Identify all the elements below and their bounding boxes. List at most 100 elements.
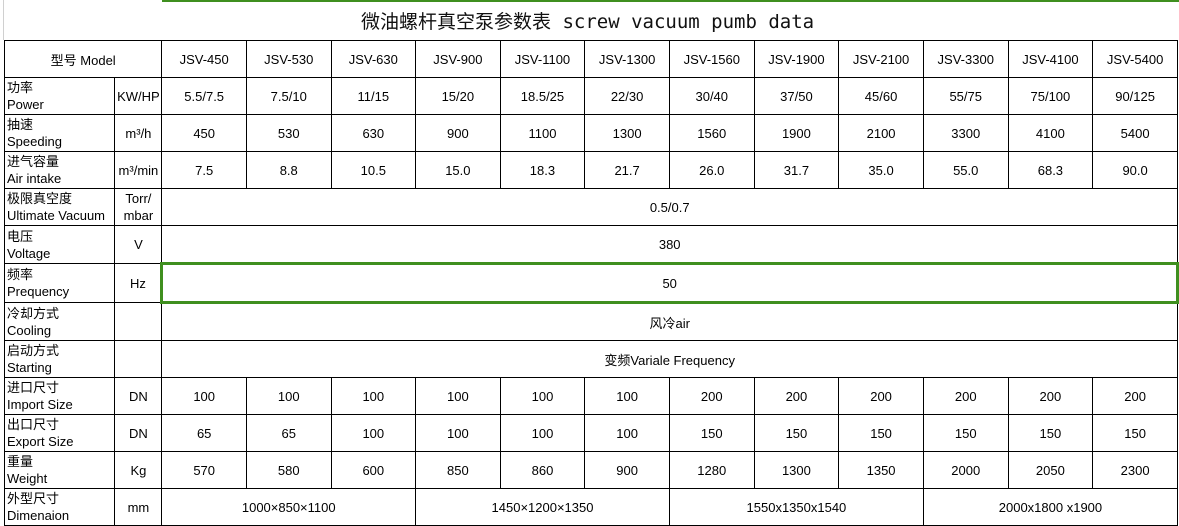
value-cell[interactable]: 2100	[838, 114, 924, 152]
value-cell[interactable]: 15.0	[415, 151, 501, 189]
value-cell[interactable]: 860	[499, 451, 586, 489]
value-cell[interactable]: 75/100	[1007, 77, 1094, 115]
value-cell[interactable]: 530	[245, 114, 332, 152]
dimension-cell[interactable]: 1550x1350x1540	[668, 488, 924, 526]
unit-cell[interactable]: mm	[114, 488, 163, 526]
value-cell[interactable]: 200	[922, 377, 1009, 415]
value-cell[interactable]: 580	[245, 451, 332, 489]
value-cell[interactable]: 900	[584, 451, 670, 489]
value-cell[interactable]: 8.8	[245, 151, 332, 189]
value-cell[interactable]: 200	[1007, 377, 1094, 415]
value-cell[interactable]: 100	[499, 377, 586, 415]
merged-value-cell[interactable]: 变频Variale Frequency	[161, 340, 1178, 378]
value-cell[interactable]: 68.3	[1007, 151, 1094, 189]
value-cell[interactable]: 450	[161, 114, 247, 152]
value-cell[interactable]: 150	[838, 414, 924, 452]
model-name-cell[interactable]: JSV-530	[245, 40, 332, 78]
value-cell[interactable]: 1900	[753, 114, 840, 152]
value-cell[interactable]: 26.0	[668, 151, 755, 189]
value-cell[interactable]: 150	[922, 414, 1009, 452]
model-header-cell[interactable]: 型号 Model	[3, 40, 163, 78]
unit-cell[interactable]: V	[114, 225, 163, 264]
unit-cell[interactable]: DN	[114, 377, 163, 415]
model-name-cell[interactable]: JSV-4100	[1007, 40, 1094, 78]
model-name-cell[interactable]: JSV-5400	[1092, 40, 1178, 78]
value-cell[interactable]: 31.7	[753, 151, 840, 189]
dimension-cell[interactable]: 2000x1800 x1900	[922, 488, 1179, 526]
value-cell[interactable]: 55.0	[922, 151, 1009, 189]
value-cell[interactable]: 150	[1007, 414, 1094, 452]
value-cell[interactable]: 7.5/10	[245, 77, 332, 115]
value-cell[interactable]: 100	[415, 414, 501, 452]
value-cell[interactable]: 2300	[1092, 451, 1178, 489]
value-cell[interactable]: 1300	[584, 114, 670, 152]
row-label-cell[interactable]: 抽速 Speeding	[3, 114, 116, 152]
value-cell[interactable]: 200	[1092, 377, 1178, 415]
value-cell[interactable]: 1280	[668, 451, 755, 489]
value-cell[interactable]: 55/75	[922, 77, 1009, 115]
value-cell[interactable]: 11/15	[330, 77, 417, 115]
merged-value-cell[interactable]: 0.5/0.7	[161, 188, 1178, 226]
row-label-cell[interactable]: 重量 Weight	[3, 451, 116, 489]
merged-value-cell[interactable]: 50	[160, 262, 1179, 304]
row-label-cell[interactable]: 冷却方式 Cooling	[3, 302, 116, 341]
value-cell[interactable]: 5400	[1092, 114, 1178, 152]
value-cell[interactable]: 1560	[668, 114, 755, 152]
value-cell[interactable]: 21.7	[584, 151, 670, 189]
model-name-cell[interactable]: JSV-1560	[668, 40, 755, 78]
model-name-cell[interactable]: JSV-450	[161, 40, 247, 78]
value-cell[interactable]: 900	[415, 114, 501, 152]
value-cell[interactable]: 1350	[838, 451, 924, 489]
row-label-cell[interactable]: 外型尺寸 Dimenaion	[3, 488, 116, 526]
value-cell[interactable]: 90/125	[1092, 77, 1178, 115]
unit-cell[interactable]	[114, 302, 163, 341]
value-cell[interactable]: 150	[668, 414, 755, 452]
value-cell[interactable]: 100	[245, 377, 332, 415]
value-cell[interactable]: 22/30	[584, 77, 670, 115]
value-cell[interactable]: 65	[161, 414, 247, 452]
value-cell[interactable]: 65	[245, 414, 332, 452]
merged-value-cell[interactable]: 风冷air	[161, 302, 1178, 341]
model-name-cell[interactable]: JSV-1300	[584, 40, 670, 78]
row-label-cell[interactable]: 出口尺寸 Export Size	[3, 414, 116, 452]
value-cell[interactable]: 100	[499, 414, 586, 452]
value-cell[interactable]: 200	[838, 377, 924, 415]
value-cell[interactable]: 1100	[499, 114, 586, 152]
model-name-cell[interactable]: JSV-630	[330, 40, 417, 78]
row-label-cell[interactable]: 极限真空度 Ultimate Vacuum	[3, 188, 116, 226]
value-cell[interactable]: 100	[330, 377, 417, 415]
row-label-cell[interactable]: 启动方式 Starting	[3, 340, 116, 378]
value-cell[interactable]: 200	[753, 377, 840, 415]
unit-cell[interactable]	[114, 340, 163, 378]
dimension-cell[interactable]: 1000×850×1100	[161, 488, 417, 526]
value-cell[interactable]: 18.5/25	[499, 77, 586, 115]
merged-value-cell[interactable]: 380	[161, 225, 1178, 264]
value-cell[interactable]: 570	[161, 451, 247, 489]
value-cell[interactable]: 100	[584, 414, 670, 452]
unit-cell[interactable]: Hz	[114, 263, 163, 303]
value-cell[interactable]: 3300	[922, 114, 1009, 152]
value-cell[interactable]: 4100	[1007, 114, 1094, 152]
value-cell[interactable]: 90.0	[1092, 151, 1178, 189]
model-name-cell[interactable]: JSV-1900	[753, 40, 840, 78]
value-cell[interactable]: 150	[753, 414, 840, 452]
unit-cell[interactable]: m³/min	[114, 151, 163, 189]
value-cell[interactable]: 18.3	[499, 151, 586, 189]
value-cell[interactable]: 5.5/7.5	[161, 77, 247, 115]
value-cell[interactable]: 37/50	[753, 77, 840, 115]
value-cell[interactable]: 150	[1092, 414, 1178, 452]
unit-cell[interactable]: KW/HP	[114, 77, 163, 115]
dimension-cell[interactable]: 1450×1200×1350	[415, 488, 670, 526]
value-cell[interactable]: 200	[668, 377, 755, 415]
value-cell[interactable]: 35.0	[838, 151, 924, 189]
row-label-cell[interactable]: 电压 Voltage	[3, 225, 116, 264]
value-cell[interactable]: 1300	[753, 451, 840, 489]
value-cell[interactable]: 45/60	[838, 77, 924, 115]
row-label-cell[interactable]: 进气容量 Air intake	[3, 151, 116, 189]
model-name-cell[interactable]: JSV-2100	[838, 40, 924, 78]
value-cell[interactable]: 630	[330, 114, 417, 152]
row-label-cell[interactable]: 频率 Prequency	[3, 263, 116, 303]
value-cell[interactable]: 100	[584, 377, 670, 415]
value-cell[interactable]: 100	[330, 414, 417, 452]
value-cell[interactable]: 600	[330, 451, 417, 489]
